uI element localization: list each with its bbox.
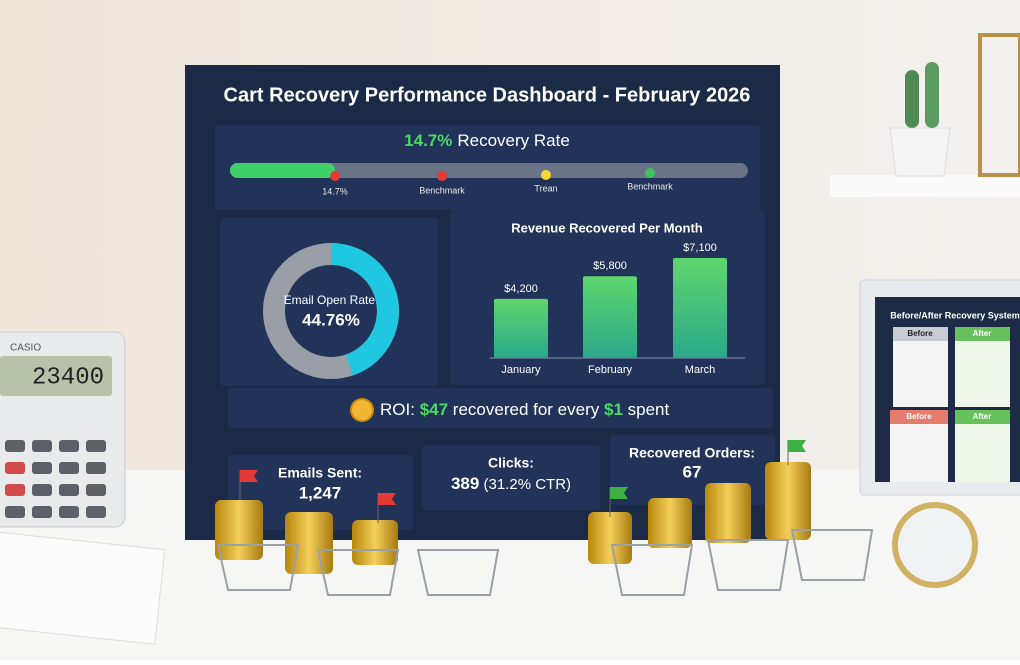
marker xyxy=(437,171,447,181)
cactus xyxy=(925,62,939,128)
dashboard: Cart Recovery Performance Dashboard - Fe… xyxy=(185,65,780,540)
marker xyxy=(645,168,655,178)
roi-middle: recovered for every xyxy=(453,400,600,419)
roi-prefix: ROI: xyxy=(380,400,415,419)
coins xyxy=(215,462,811,574)
roi-cost: $1 xyxy=(604,400,623,419)
bar-value-label: $4,200 xyxy=(504,283,538,295)
hourglass xyxy=(978,33,1020,177)
flags xyxy=(239,440,806,523)
marker xyxy=(541,170,551,180)
side-column: Before xyxy=(907,329,933,338)
recovery-heading: 14.7% Recovery Rate xyxy=(404,131,570,150)
dashboard-title: Cart Recovery Performance Dashboard - Fe… xyxy=(224,84,751,106)
coin-icon xyxy=(350,398,374,422)
recovery-label: Recovery Rate xyxy=(457,131,569,150)
card-value: 67 xyxy=(683,462,702,481)
bar-value-label: $7,100 xyxy=(683,242,717,254)
recovery-rate: 14.7% xyxy=(404,131,452,150)
roi-suffix: spent xyxy=(628,400,670,419)
side-panel: Before/After Recovery System Before Afte… xyxy=(859,279,1020,496)
bar xyxy=(673,258,727,358)
card-value: 389 (31.2% CTR) xyxy=(451,474,571,493)
bar-value-label: $5,800 xyxy=(593,260,627,272)
calculator: CASIO 23400 xyxy=(0,331,126,528)
chart-title: Revenue Recovered Per Month xyxy=(511,220,703,235)
card-number: 389 xyxy=(451,474,479,493)
roi-amount: $47 xyxy=(420,400,448,419)
side-title: Before/After Recovery System xyxy=(890,310,1020,320)
shelf xyxy=(830,175,1020,197)
card-value: 1,247 xyxy=(299,483,342,502)
side-column: Before xyxy=(906,412,932,421)
card xyxy=(228,455,413,530)
marker-label: 14.7% xyxy=(322,186,348,196)
x-tick-label: January xyxy=(501,364,541,376)
card-note: (31.2% CTR) xyxy=(484,476,572,493)
carts xyxy=(216,529,874,596)
cactus xyxy=(905,70,919,128)
bar xyxy=(494,298,548,358)
progress-fill xyxy=(230,163,335,178)
donut-arc xyxy=(330,243,399,376)
donut-label: Email Open Rate: xyxy=(284,293,379,307)
side-column: After xyxy=(973,329,992,338)
pot xyxy=(889,127,951,177)
bar xyxy=(583,276,637,358)
card-label: Emails Sent: xyxy=(278,465,362,481)
donut-value: 44.76% xyxy=(302,310,360,329)
side-column: After xyxy=(973,412,992,421)
progress-track xyxy=(230,163,748,178)
card-label: Recovered Orders: xyxy=(629,445,755,461)
marker-label: Benchmark xyxy=(627,181,673,191)
x-tick-label: February xyxy=(588,364,633,376)
roi-text: ROI: $47 recovered for every $1 spent xyxy=(380,400,670,419)
card-label: Clicks: xyxy=(488,455,534,471)
marker-label: Trean xyxy=(534,183,557,193)
magnifier xyxy=(892,502,978,588)
calc-display: 23400 xyxy=(32,364,104,391)
x-tick-label: March xyxy=(685,364,716,376)
marker xyxy=(330,171,340,181)
marker-label: Benchmark xyxy=(419,185,465,195)
calc-brand: CASIO xyxy=(10,343,41,354)
notepad xyxy=(0,531,166,645)
card xyxy=(422,445,600,510)
